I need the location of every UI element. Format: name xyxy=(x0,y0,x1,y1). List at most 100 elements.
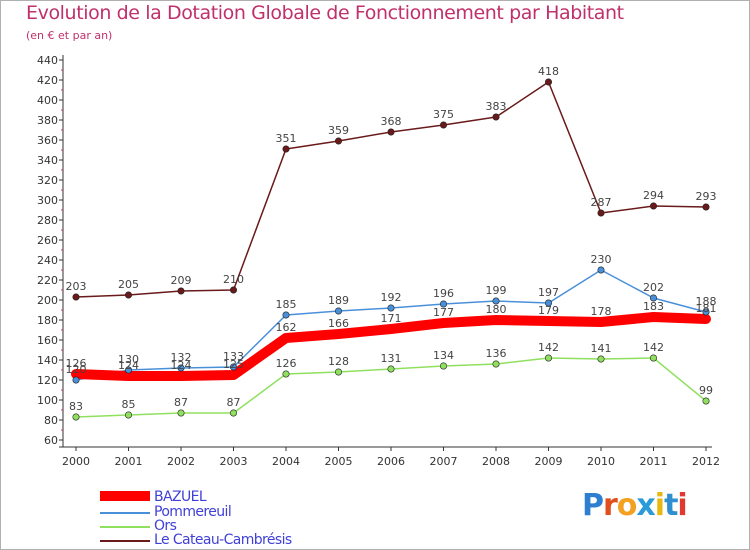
data-label: 166 xyxy=(328,317,349,330)
data-label: 351 xyxy=(276,132,297,145)
data-label: 133 xyxy=(223,350,244,363)
data-point xyxy=(597,266,605,274)
data-point xyxy=(282,370,290,378)
y-tick-label: 80 xyxy=(44,414,58,427)
data-label: 383 xyxy=(486,100,507,113)
data-point xyxy=(334,307,342,315)
legend-swatch-ors xyxy=(100,526,150,528)
data-label: 126 xyxy=(66,357,87,370)
data-point xyxy=(649,202,657,210)
data-label: 192 xyxy=(381,291,402,304)
data-label: 171 xyxy=(381,312,402,325)
data-label: 136 xyxy=(486,347,507,360)
chart-subtitle: (en € et par an) xyxy=(26,29,113,42)
data-point xyxy=(702,203,710,211)
y-tick-label: 160 xyxy=(37,334,58,347)
legend-label-le-cateau: Le Cateau-Cambrésis xyxy=(154,532,292,548)
y-tick-label: 300 xyxy=(37,194,58,207)
data-label: 162 xyxy=(276,321,297,334)
data-point xyxy=(230,409,238,417)
data-point xyxy=(177,364,185,372)
data-label: 189 xyxy=(328,294,349,307)
data-label: 177 xyxy=(433,306,454,319)
data-point xyxy=(649,294,657,302)
x-tick-label: 2004 xyxy=(272,455,300,468)
proxiti-logo: Proxiti xyxy=(582,488,688,523)
data-label: 124 xyxy=(118,359,139,372)
logo-letter: r xyxy=(603,488,618,523)
x-tick-label: 2006 xyxy=(377,455,405,468)
data-label: 287 xyxy=(591,196,612,209)
x-tick-label: 2003 xyxy=(220,455,248,468)
data-point xyxy=(334,368,342,376)
data-label: 185 xyxy=(276,298,297,311)
data-point xyxy=(387,365,395,373)
data-label: 202 xyxy=(643,281,664,294)
data-label: 142 xyxy=(643,341,664,354)
data-label: 183 xyxy=(643,300,664,313)
data-label: 132 xyxy=(171,351,192,364)
data-label: 359 xyxy=(328,124,349,137)
data-point xyxy=(544,78,552,86)
data-label: 99 xyxy=(699,384,713,397)
data-point xyxy=(597,355,605,363)
data-label: 205 xyxy=(118,278,139,291)
chart-title: Evolution de la Dotation Globale de Fonc… xyxy=(26,2,624,24)
data-label: 131 xyxy=(381,352,402,365)
data-label: 134 xyxy=(433,349,454,362)
data-point xyxy=(230,363,238,371)
data-label: 203 xyxy=(66,280,87,293)
data-label: 197 xyxy=(538,286,559,299)
y-tick-label: 380 xyxy=(37,114,58,127)
data-point xyxy=(492,113,500,121)
data-label: 124 xyxy=(171,359,192,372)
y-tick-label: 60 xyxy=(44,434,58,447)
y-tick-label: 440 xyxy=(37,54,58,67)
data-label: 188 xyxy=(696,295,717,308)
data-label: 180 xyxy=(486,303,507,316)
data-point xyxy=(334,137,342,145)
data-point xyxy=(72,413,80,421)
data-label: 293 xyxy=(696,190,717,203)
x-tick-label: 2007 xyxy=(430,455,458,468)
x-tick-label: 2012 xyxy=(692,455,720,468)
data-label: 368 xyxy=(381,115,402,128)
legend-swatch-le-cateau xyxy=(100,540,150,542)
data-point xyxy=(387,128,395,136)
data-point xyxy=(72,293,80,301)
data-label: 87 xyxy=(227,396,241,409)
y-tick-label: 340 xyxy=(37,154,58,167)
data-point xyxy=(597,209,605,217)
data-label: 128 xyxy=(328,355,349,368)
legend-label-ors: Ors xyxy=(154,518,177,534)
legend-swatch-pommereuil xyxy=(100,512,150,514)
data-label: 130 xyxy=(118,353,139,366)
series-points xyxy=(72,78,710,421)
data-point xyxy=(649,354,657,362)
data-point xyxy=(125,291,133,299)
data-label: 178 xyxy=(591,305,612,318)
data-label: 125 xyxy=(223,358,244,371)
data-point xyxy=(702,308,710,316)
data-point xyxy=(177,409,185,417)
data-point xyxy=(702,397,710,405)
data-point xyxy=(492,360,500,368)
logo-letter: x xyxy=(636,488,655,523)
x-tick-label: 2002 xyxy=(167,455,195,468)
legend-label-bazuel: BAZUEL xyxy=(154,489,207,505)
data-label: 141 xyxy=(591,342,612,355)
data-label: 83 xyxy=(69,400,83,413)
legend-label-pommereuil: Pommereuil xyxy=(154,504,232,520)
axes: 60 80 100 120 140 160 180 200 220 240 260 280 300 320… xyxy=(37,54,720,468)
data-point xyxy=(439,300,447,308)
data-label: 199 xyxy=(486,284,507,297)
y-tick-label: 320 xyxy=(37,174,58,187)
series-line-0 xyxy=(71,312,711,381)
data-point xyxy=(72,376,80,384)
x-tick-label: 2008 xyxy=(482,455,510,468)
data-point xyxy=(387,304,395,312)
y-tick-label: 240 xyxy=(37,254,58,267)
